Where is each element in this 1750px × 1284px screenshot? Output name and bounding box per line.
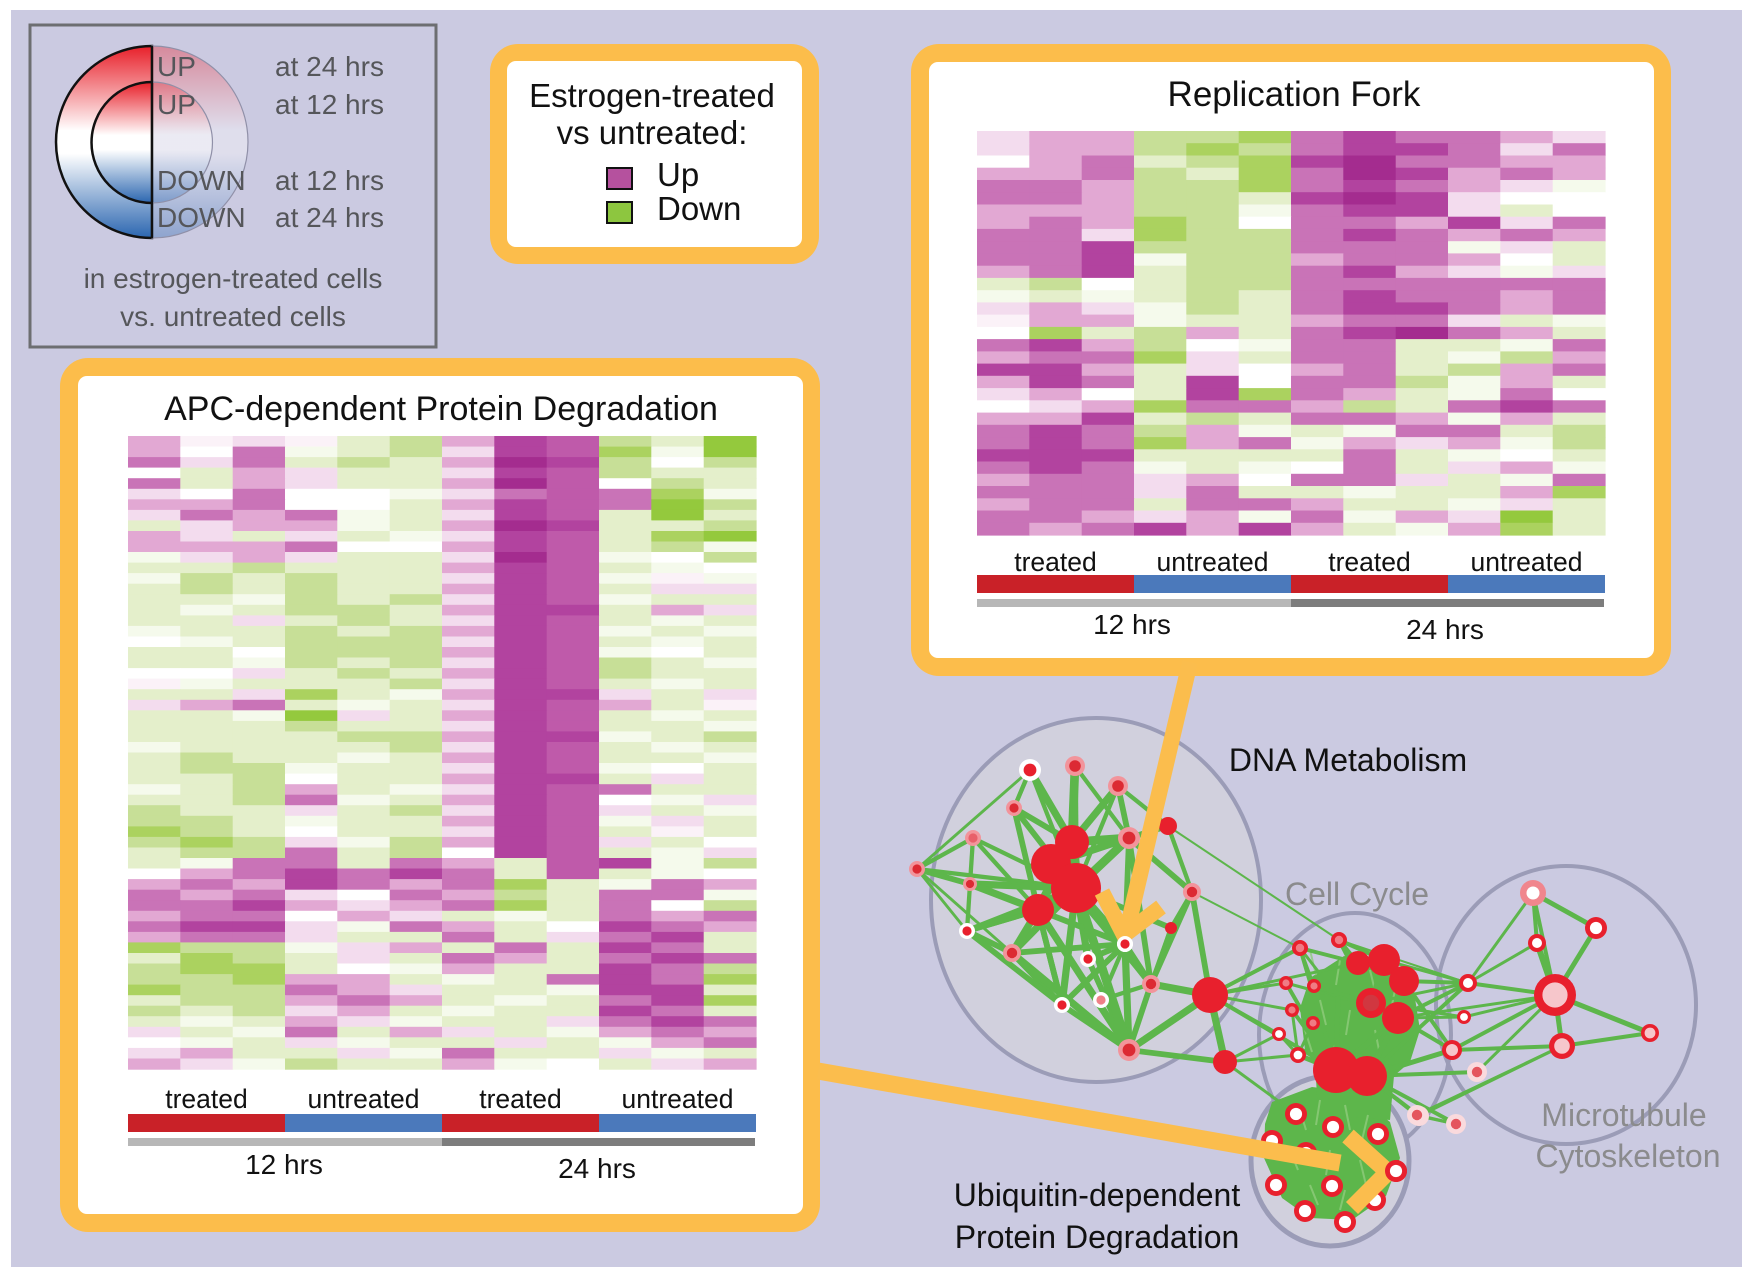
svg-text:APC-dependent Protein Degradat: APC-dependent Protein Degradation bbox=[164, 390, 718, 428]
svg-text:24 hrs: 24 hrs bbox=[1406, 614, 1484, 645]
svg-text:Ubiquitin-dependent: Ubiquitin-dependent bbox=[954, 1177, 1241, 1213]
svg-text:treated: treated bbox=[1328, 547, 1411, 577]
svg-text:at 24 hrs: at 24 hrs bbox=[275, 51, 384, 82]
svg-text:UP: UP bbox=[157, 51, 196, 82]
svg-text:untreated: untreated bbox=[1157, 547, 1269, 577]
svg-text:UP: UP bbox=[157, 89, 196, 120]
svg-text:12 hrs: 12 hrs bbox=[245, 1149, 323, 1180]
svg-text:Microtubule: Microtubule bbox=[1541, 1097, 1706, 1133]
svg-text:24 hrs: 24 hrs bbox=[558, 1153, 636, 1184]
svg-text:Cell Cycle: Cell Cycle bbox=[1285, 876, 1429, 912]
svg-text:Down: Down bbox=[657, 190, 741, 227]
svg-text:treated: treated bbox=[479, 1084, 562, 1114]
svg-text:treated: treated bbox=[165, 1084, 248, 1114]
svg-text:Replication Fork: Replication Fork bbox=[1168, 75, 1421, 114]
svg-text:treated: treated bbox=[1014, 547, 1097, 577]
svg-text:Cytoskeleton: Cytoskeleton bbox=[1536, 1138, 1721, 1174]
svg-text:vs untreated:: vs untreated: bbox=[557, 114, 748, 151]
svg-text:Up: Up bbox=[657, 156, 699, 193]
svg-text:12 hrs: 12 hrs bbox=[1093, 609, 1171, 640]
svg-text:Protein Degradation: Protein Degradation bbox=[955, 1219, 1240, 1255]
svg-text:at 12 hrs: at 12 hrs bbox=[275, 89, 384, 120]
svg-text:in estrogen-treated cells: in estrogen-treated cells bbox=[84, 263, 383, 294]
svg-text:at 12 hrs: at 12 hrs bbox=[275, 165, 384, 196]
svg-text:untreated: untreated bbox=[308, 1084, 420, 1114]
svg-text:DNA Metabolism: DNA Metabolism bbox=[1229, 742, 1467, 778]
svg-text:vs. untreated cells: vs. untreated cells bbox=[120, 301, 346, 332]
svg-text:DOWN: DOWN bbox=[157, 165, 246, 196]
svg-text:Estrogen-treated: Estrogen-treated bbox=[529, 77, 775, 114]
svg-text:untreated: untreated bbox=[622, 1084, 734, 1114]
svg-text:at 24 hrs: at 24 hrs bbox=[275, 202, 384, 233]
svg-text:DOWN: DOWN bbox=[157, 202, 246, 233]
svg-text:untreated: untreated bbox=[1471, 547, 1583, 577]
